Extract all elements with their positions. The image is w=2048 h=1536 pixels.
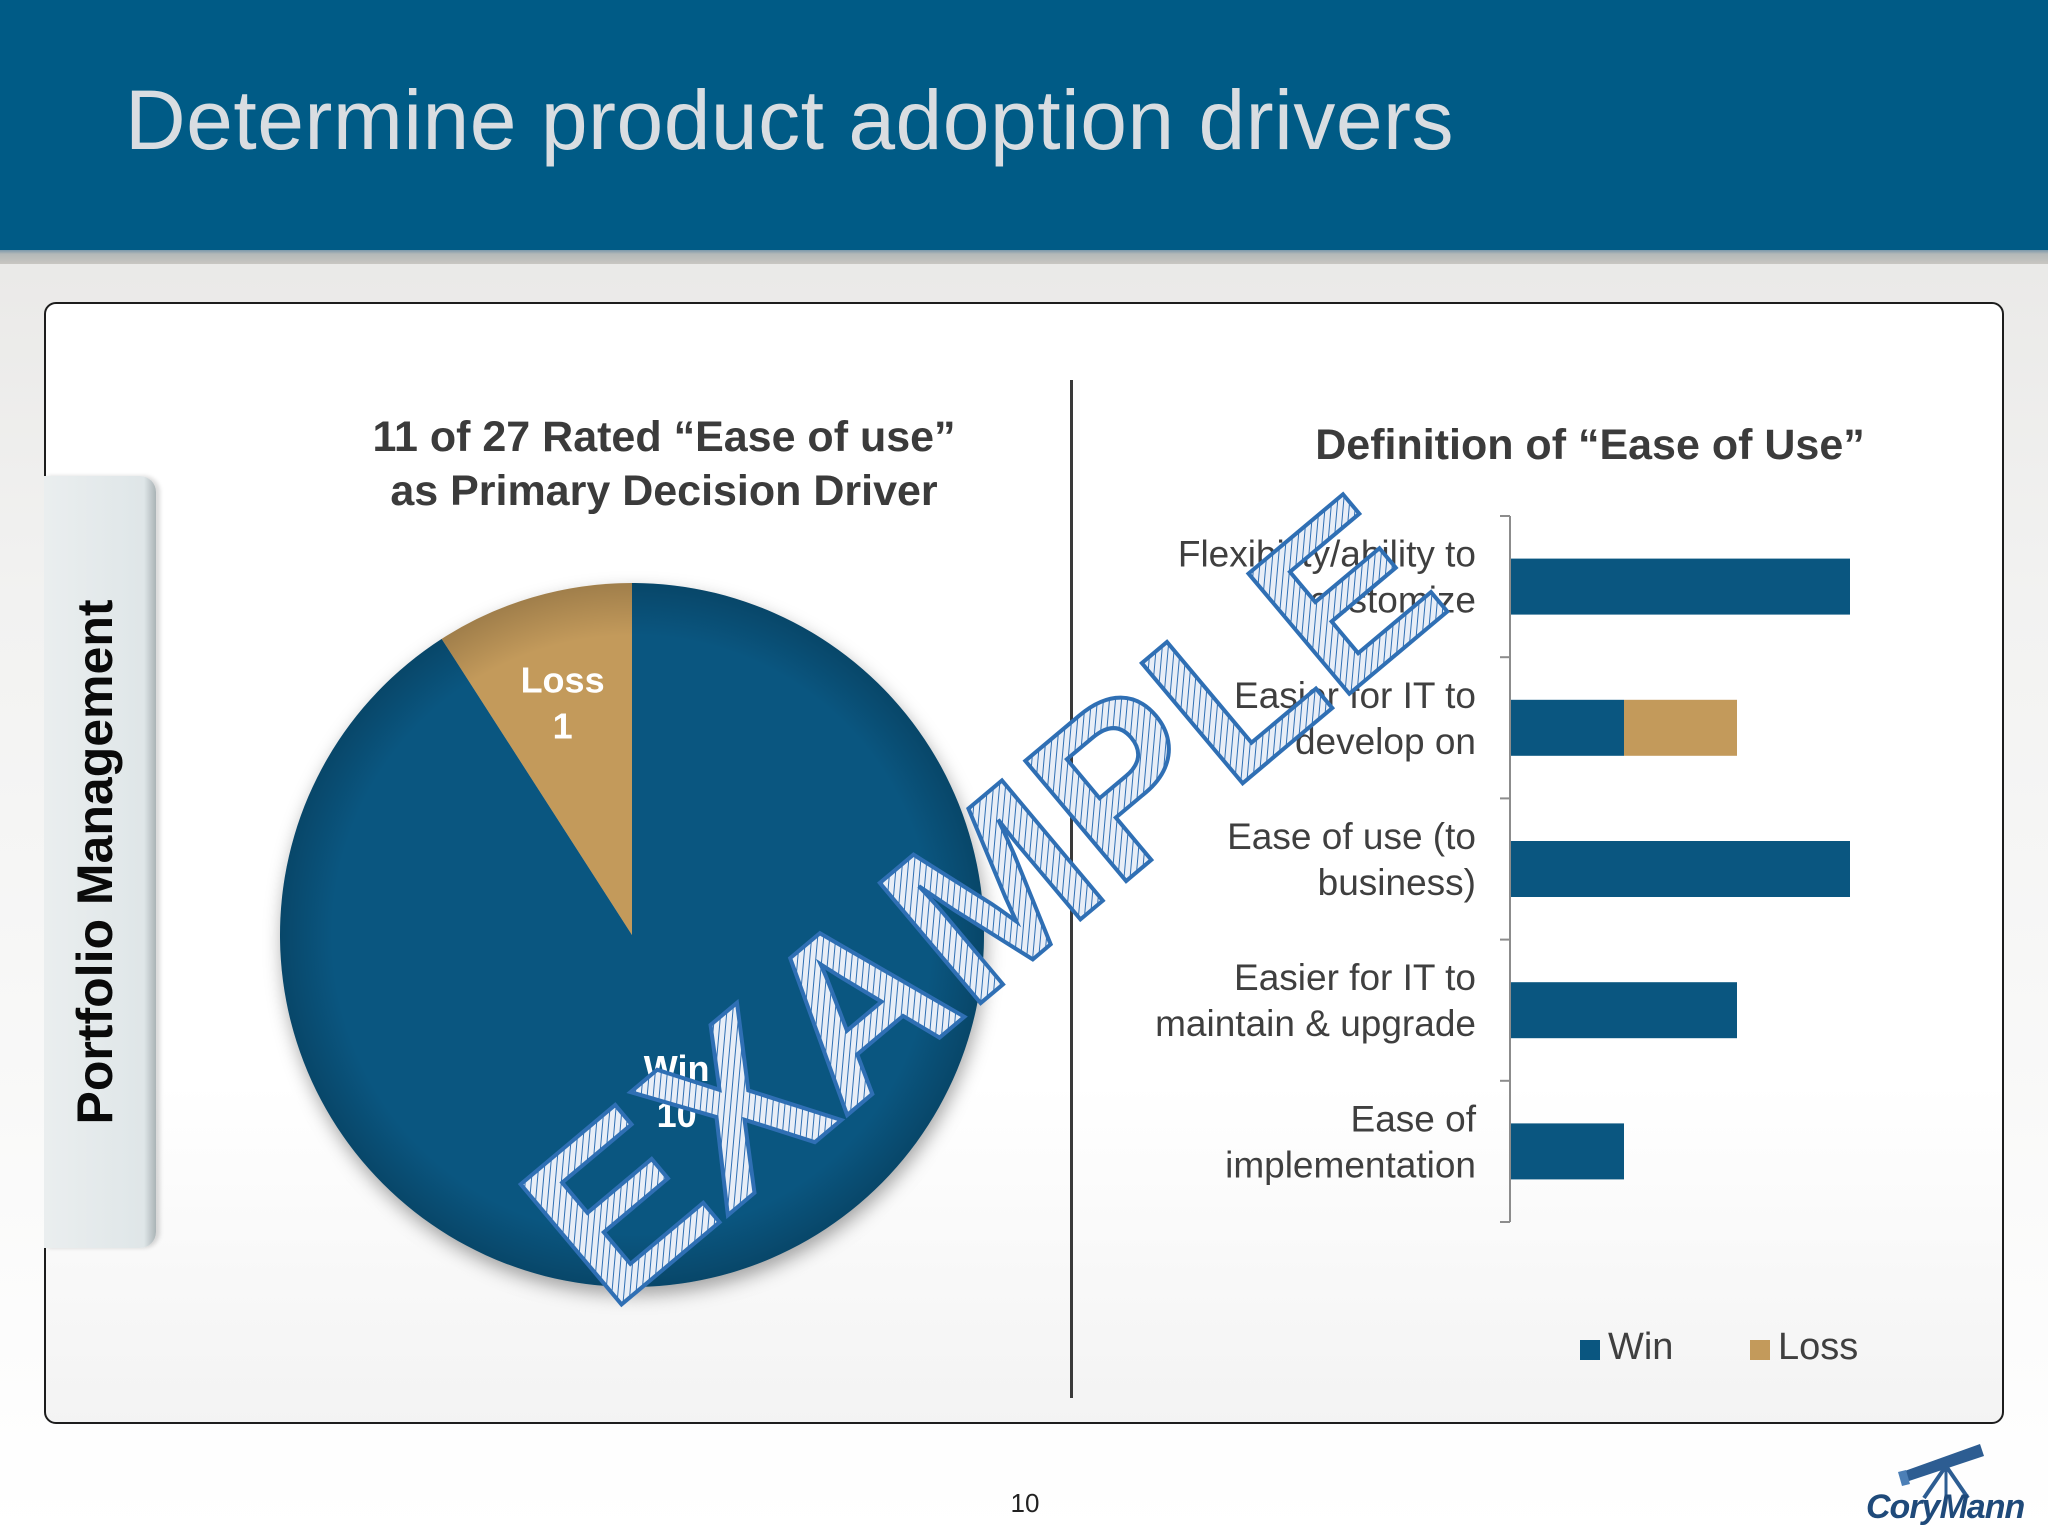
pie-edge-shade [280, 583, 984, 1287]
header-bar [0, 0, 2048, 250]
bar-category-label: maintain & upgrade [1155, 1003, 1476, 1044]
bar-category-label: develop on [1295, 721, 1476, 762]
pie-title-line-1: 11 of 27 Rated “Ease of use” [372, 413, 956, 461]
logo-wordmark: CoryMann [1866, 1488, 2025, 1526]
bar-category-label: Easier for IT to [1234, 675, 1476, 716]
bar-win [1511, 1123, 1624, 1180]
header-rule [0, 250, 2048, 264]
page-number: 10 [1010, 1488, 1040, 1518]
legend-label-win: Win [1608, 1326, 1673, 1368]
legend-label-loss: Loss [1778, 1326, 1858, 1368]
bar-category-label: business) [1318, 862, 1476, 903]
bar-category-label: implementation [1225, 1144, 1476, 1185]
bar-win [1511, 982, 1737, 1039]
watermark-text: EXAMPLE [478, 449, 1486, 1352]
bar-category-label: Flexibility/ability to [1178, 534, 1476, 575]
pie-title-line-2: as Primary Decision Driver [390, 467, 938, 515]
slide-title: Determine product adoption drivers [125, 73, 1455, 167]
legend-swatch-loss [1750, 1340, 1770, 1360]
bar-win [1511, 558, 1850, 615]
bar-loss [1624, 699, 1737, 756]
bar-category-label: customize [1309, 580, 1476, 621]
pie-chart-title: 11 of 27 Rated “Ease of use” as Primary … [300, 410, 1028, 518]
bar-win [1511, 699, 1624, 756]
bar-category-label: Ease of use (to [1227, 816, 1476, 857]
side-tab [44, 476, 156, 1248]
bar-category-label: Ease of [1351, 1098, 1477, 1139]
panel-divider [1070, 380, 1073, 1398]
legend-swatch-win [1580, 1340, 1600, 1360]
bar-category-label: Easier for IT to [1234, 957, 1476, 998]
bar-chart-title: Definition of “Ease of Use” [1315, 421, 1865, 469]
bar-win [1511, 841, 1850, 897]
telescope-logo-icon [1898, 1444, 1984, 1500]
